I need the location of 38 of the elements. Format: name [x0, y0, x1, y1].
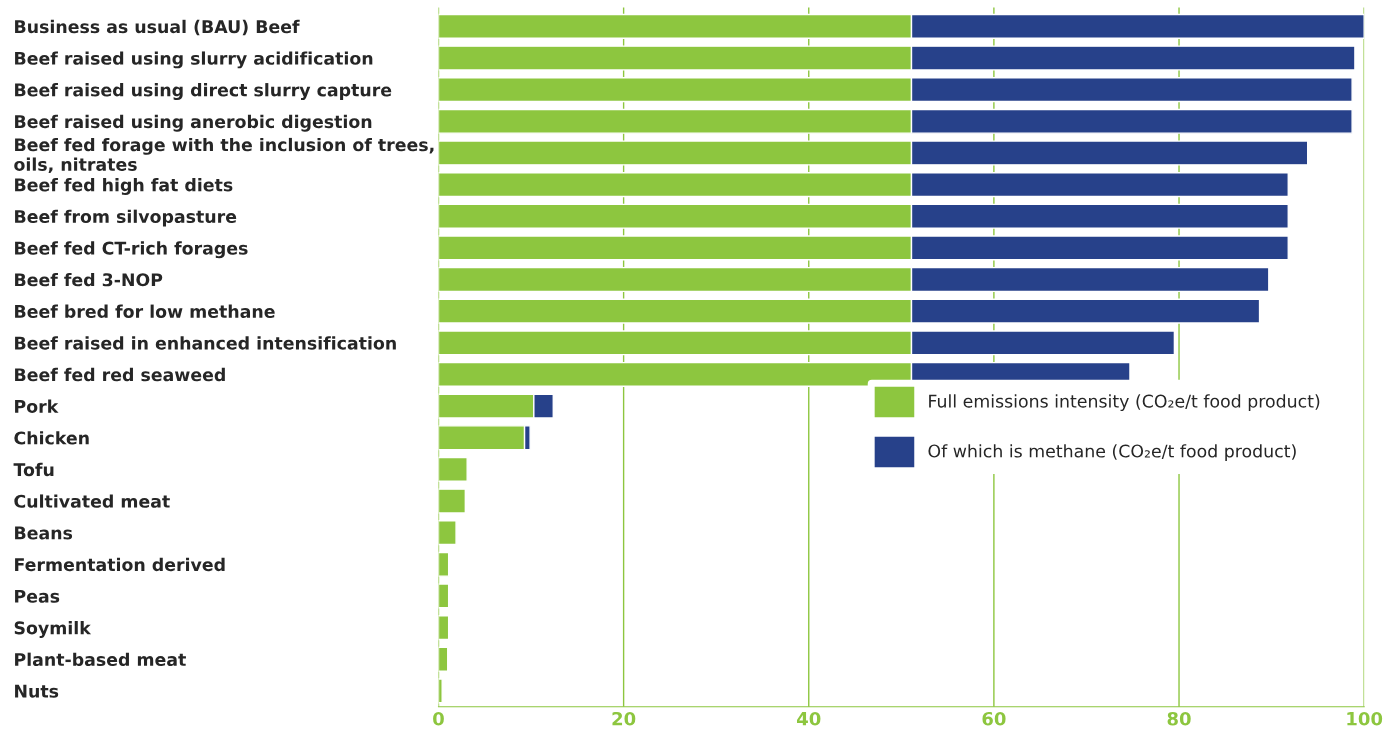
- y-tick-label: Soymilk: [14, 621, 92, 638]
- x-tick-label: 0: [433, 711, 444, 726]
- y-tick-label: Beef fed CT-rich forages: [15, 241, 248, 259]
- y-tick-label: Beef fed red seaweed: [15, 367, 225, 382]
- bar: [438, 520, 457, 546]
- y-tick-label: Nuts: [15, 684, 59, 698]
- y-tick-label: Beef fed forage with the inclusion of trees, oils, nitrates: [14, 137, 434, 174]
- y-tick-label: Fermentation derived: [15, 557, 225, 572]
- legend-label: Of which is methane (CO₂e/t food product): [928, 444, 1296, 461]
- x-tick-label: 60: [982, 711, 1006, 726]
- y-tick-label: Pork: [15, 399, 59, 413]
- bar: [438, 678, 443, 704]
- bar: [438, 488, 467, 514]
- y-tick-label: Beef raised using slurry acidification: [15, 51, 373, 69]
- x-tick-label: 20: [612, 711, 636, 726]
- bar: [438, 583, 450, 609]
- y-tick-label: Beef fed high fat diets: [15, 178, 233, 195]
- y-tick-label: Beef raised in enhanced intensification: [15, 336, 396, 350]
- x-tick-label: 80: [1167, 711, 1191, 726]
- y-tick-label: Beef bred for low methane: [15, 304, 275, 319]
- y-tick-label: Cultivated meat: [14, 494, 170, 508]
- bar: [438, 615, 450, 641]
- bar: [438, 456, 468, 482]
- y-tick-label: Beans: [15, 526, 73, 540]
- y-tick-label: Beef from silvopasture: [15, 209, 237, 227]
- y-tick-label: Beef raised using direct slurry capture: [15, 83, 392, 101]
- y-tick-label: Tofu: [13, 462, 54, 477]
- bar: [438, 646, 449, 672]
- y-tick-label: Beef fed 3-NOP: [15, 272, 163, 287]
- x-tick-label: 100: [1347, 711, 1383, 726]
- bar: [438, 551, 450, 577]
- y-tick-label: Plant-based meat: [15, 652, 186, 667]
- y-tick-label: Beef raised using anerobic digestion: [15, 114, 372, 132]
- y-tick-label: Chicken: [14, 431, 89, 445]
- x-tick-label: 40: [797, 711, 821, 726]
- legend-label: Full emissions intensity (CO₂e/t food product): [929, 394, 1320, 412]
- y-tick-label: Business as usual (BAU) Beef: [15, 19, 300, 36]
- y-tick-label: Peas: [15, 589, 60, 603]
